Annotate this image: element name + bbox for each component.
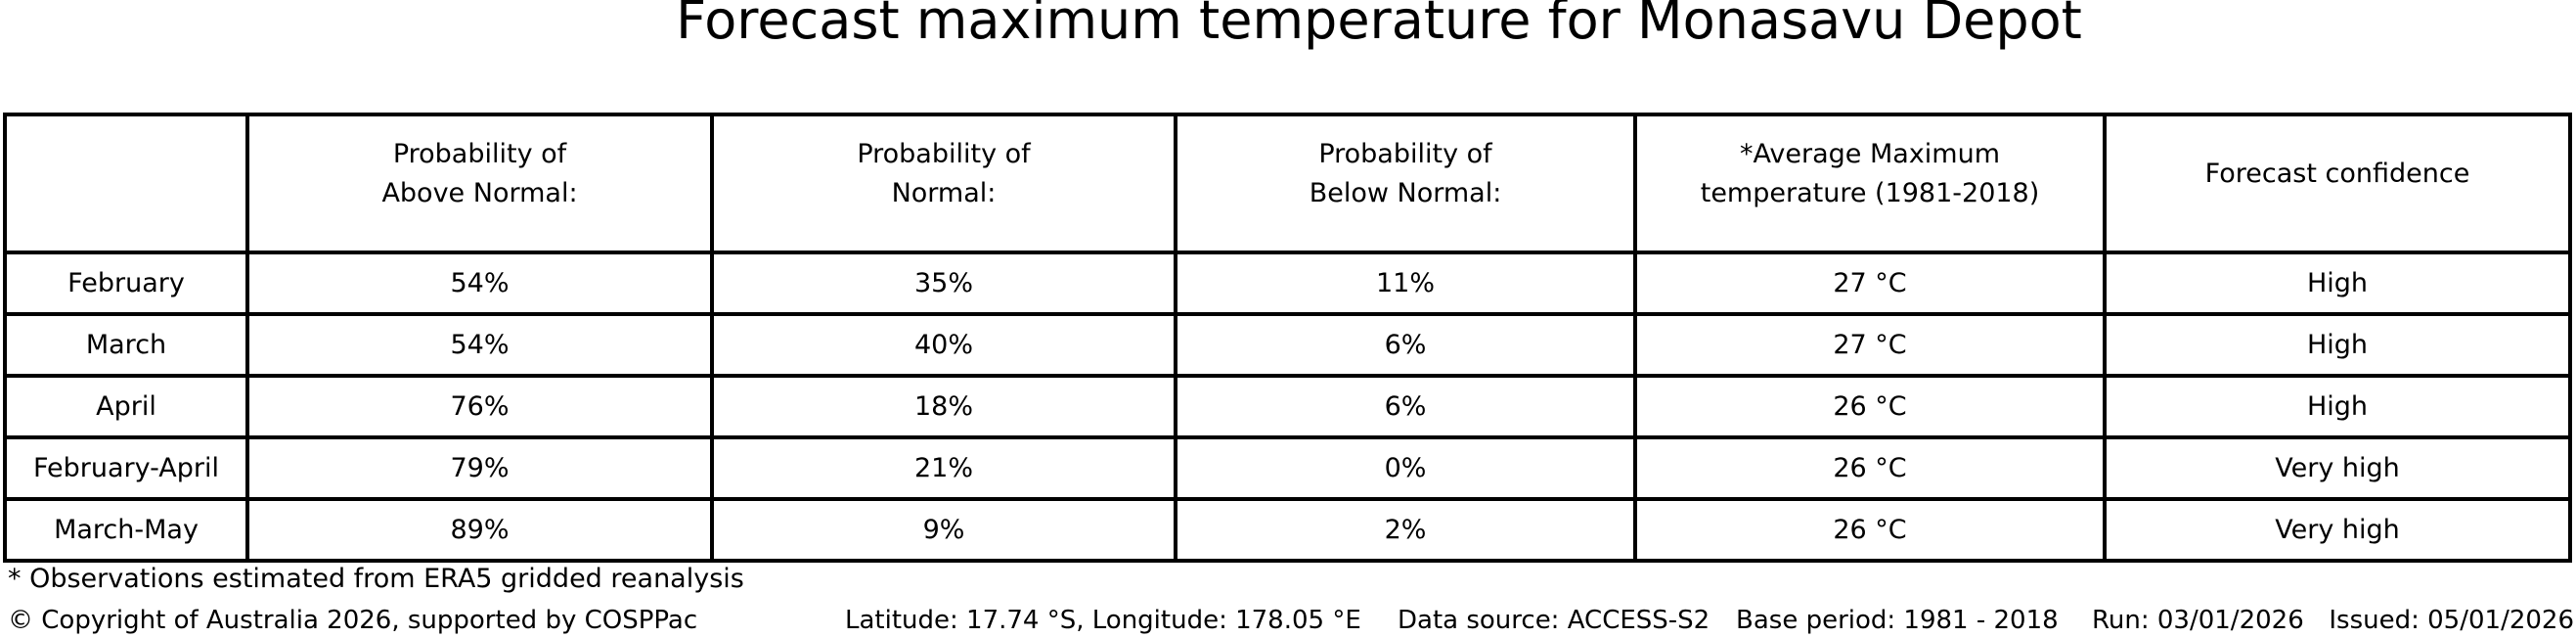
table-row-march-may: March-May 89% 9% 2% 26 °C Very high — [3, 497, 2572, 563]
col-header-below-normal: Probability of Below Normal: — [1174, 113, 1637, 254]
cell-avg-temp: 26 °C — [1633, 374, 2107, 439]
cell-avg-temp: 27 °C — [1633, 312, 2107, 378]
table-row-february: February 54% 35% 11% 27 °C High — [3, 251, 2572, 316]
table-row-march: March 54% 40% 6% 27 °C High — [3, 312, 2572, 378]
row-label: February-April — [3, 435, 249, 501]
figure-title: Forecast maximum temperature for Monasav… — [676, 0, 2082, 51]
col-header-forecast-confidence: Forecast confidence — [2103, 113, 2572, 254]
coordinates-text: Latitude: 17.74 °S, Longitude: 178.05 °E — [845, 606, 1361, 635]
cell-above-normal: 89% — [245, 497, 714, 563]
data-source-text: Data source: ACCESS-S2 — [1398, 606, 1710, 635]
cell-confidence: Very high — [2103, 497, 2572, 563]
cell-confidence: Very high — [2103, 435, 2572, 501]
cell-confidence: High — [2103, 312, 2572, 378]
row-label: March — [3, 312, 249, 378]
col-header-above-normal: Probability of Above Normal: — [245, 113, 714, 254]
table-corner-cell — [3, 113, 249, 254]
cell-normal: 18% — [710, 374, 1177, 439]
copyright-text: © Copyright of Australia 2026, supported… — [8, 606, 698, 635]
col-header-normal: Probability of Normal: — [710, 113, 1177, 254]
cell-avg-temp: 26 °C — [1633, 497, 2107, 563]
cell-normal: 9% — [710, 497, 1177, 563]
cell-above-normal: 54% — [245, 251, 714, 316]
cell-below-normal: 11% — [1174, 251, 1637, 316]
cell-normal: 21% — [710, 435, 1177, 501]
footnote-text: * Observations estimated from ERA5 gridd… — [8, 564, 744, 594]
run-date-text: Run: 03/01/2026 — [2092, 606, 2304, 635]
base-period-text: Base period: 1981 - 2018 — [1736, 606, 2059, 635]
cell-above-normal: 76% — [245, 374, 714, 439]
cell-above-normal: 79% — [245, 435, 714, 501]
cell-avg-temp: 27 °C — [1633, 251, 2107, 316]
cell-below-normal: 0% — [1174, 435, 1637, 501]
cell-below-normal: 6% — [1174, 312, 1637, 378]
row-label: March-May — [3, 497, 249, 563]
cell-above-normal: 54% — [245, 312, 714, 378]
forecast-table: Probability of Above Normal: Probability… — [3, 113, 2572, 563]
cell-confidence: High — [2103, 251, 2572, 316]
header-row: Probability of Above Normal: Probability… — [3, 113, 2572, 254]
cell-avg-temp: 26 °C — [1633, 435, 2107, 501]
row-label: February — [3, 251, 249, 316]
col-header-avg-max-temp: *Average Maximum temperature (1981-2018) — [1633, 113, 2107, 254]
cell-normal: 40% — [710, 312, 1177, 378]
cell-confidence: High — [2103, 374, 2572, 439]
table-row-february-april: February-April 79% 21% 0% 26 °C Very hig… — [3, 435, 2572, 501]
cell-normal: 35% — [710, 251, 1177, 316]
cell-below-normal: 6% — [1174, 374, 1637, 439]
cell-below-normal: 2% — [1174, 497, 1637, 563]
table-row-april: April 76% 18% 6% 26 °C High — [3, 374, 2572, 439]
issued-date-text: Issued: 05/01/2026 — [2329, 606, 2574, 635]
row-label: April — [3, 374, 249, 439]
